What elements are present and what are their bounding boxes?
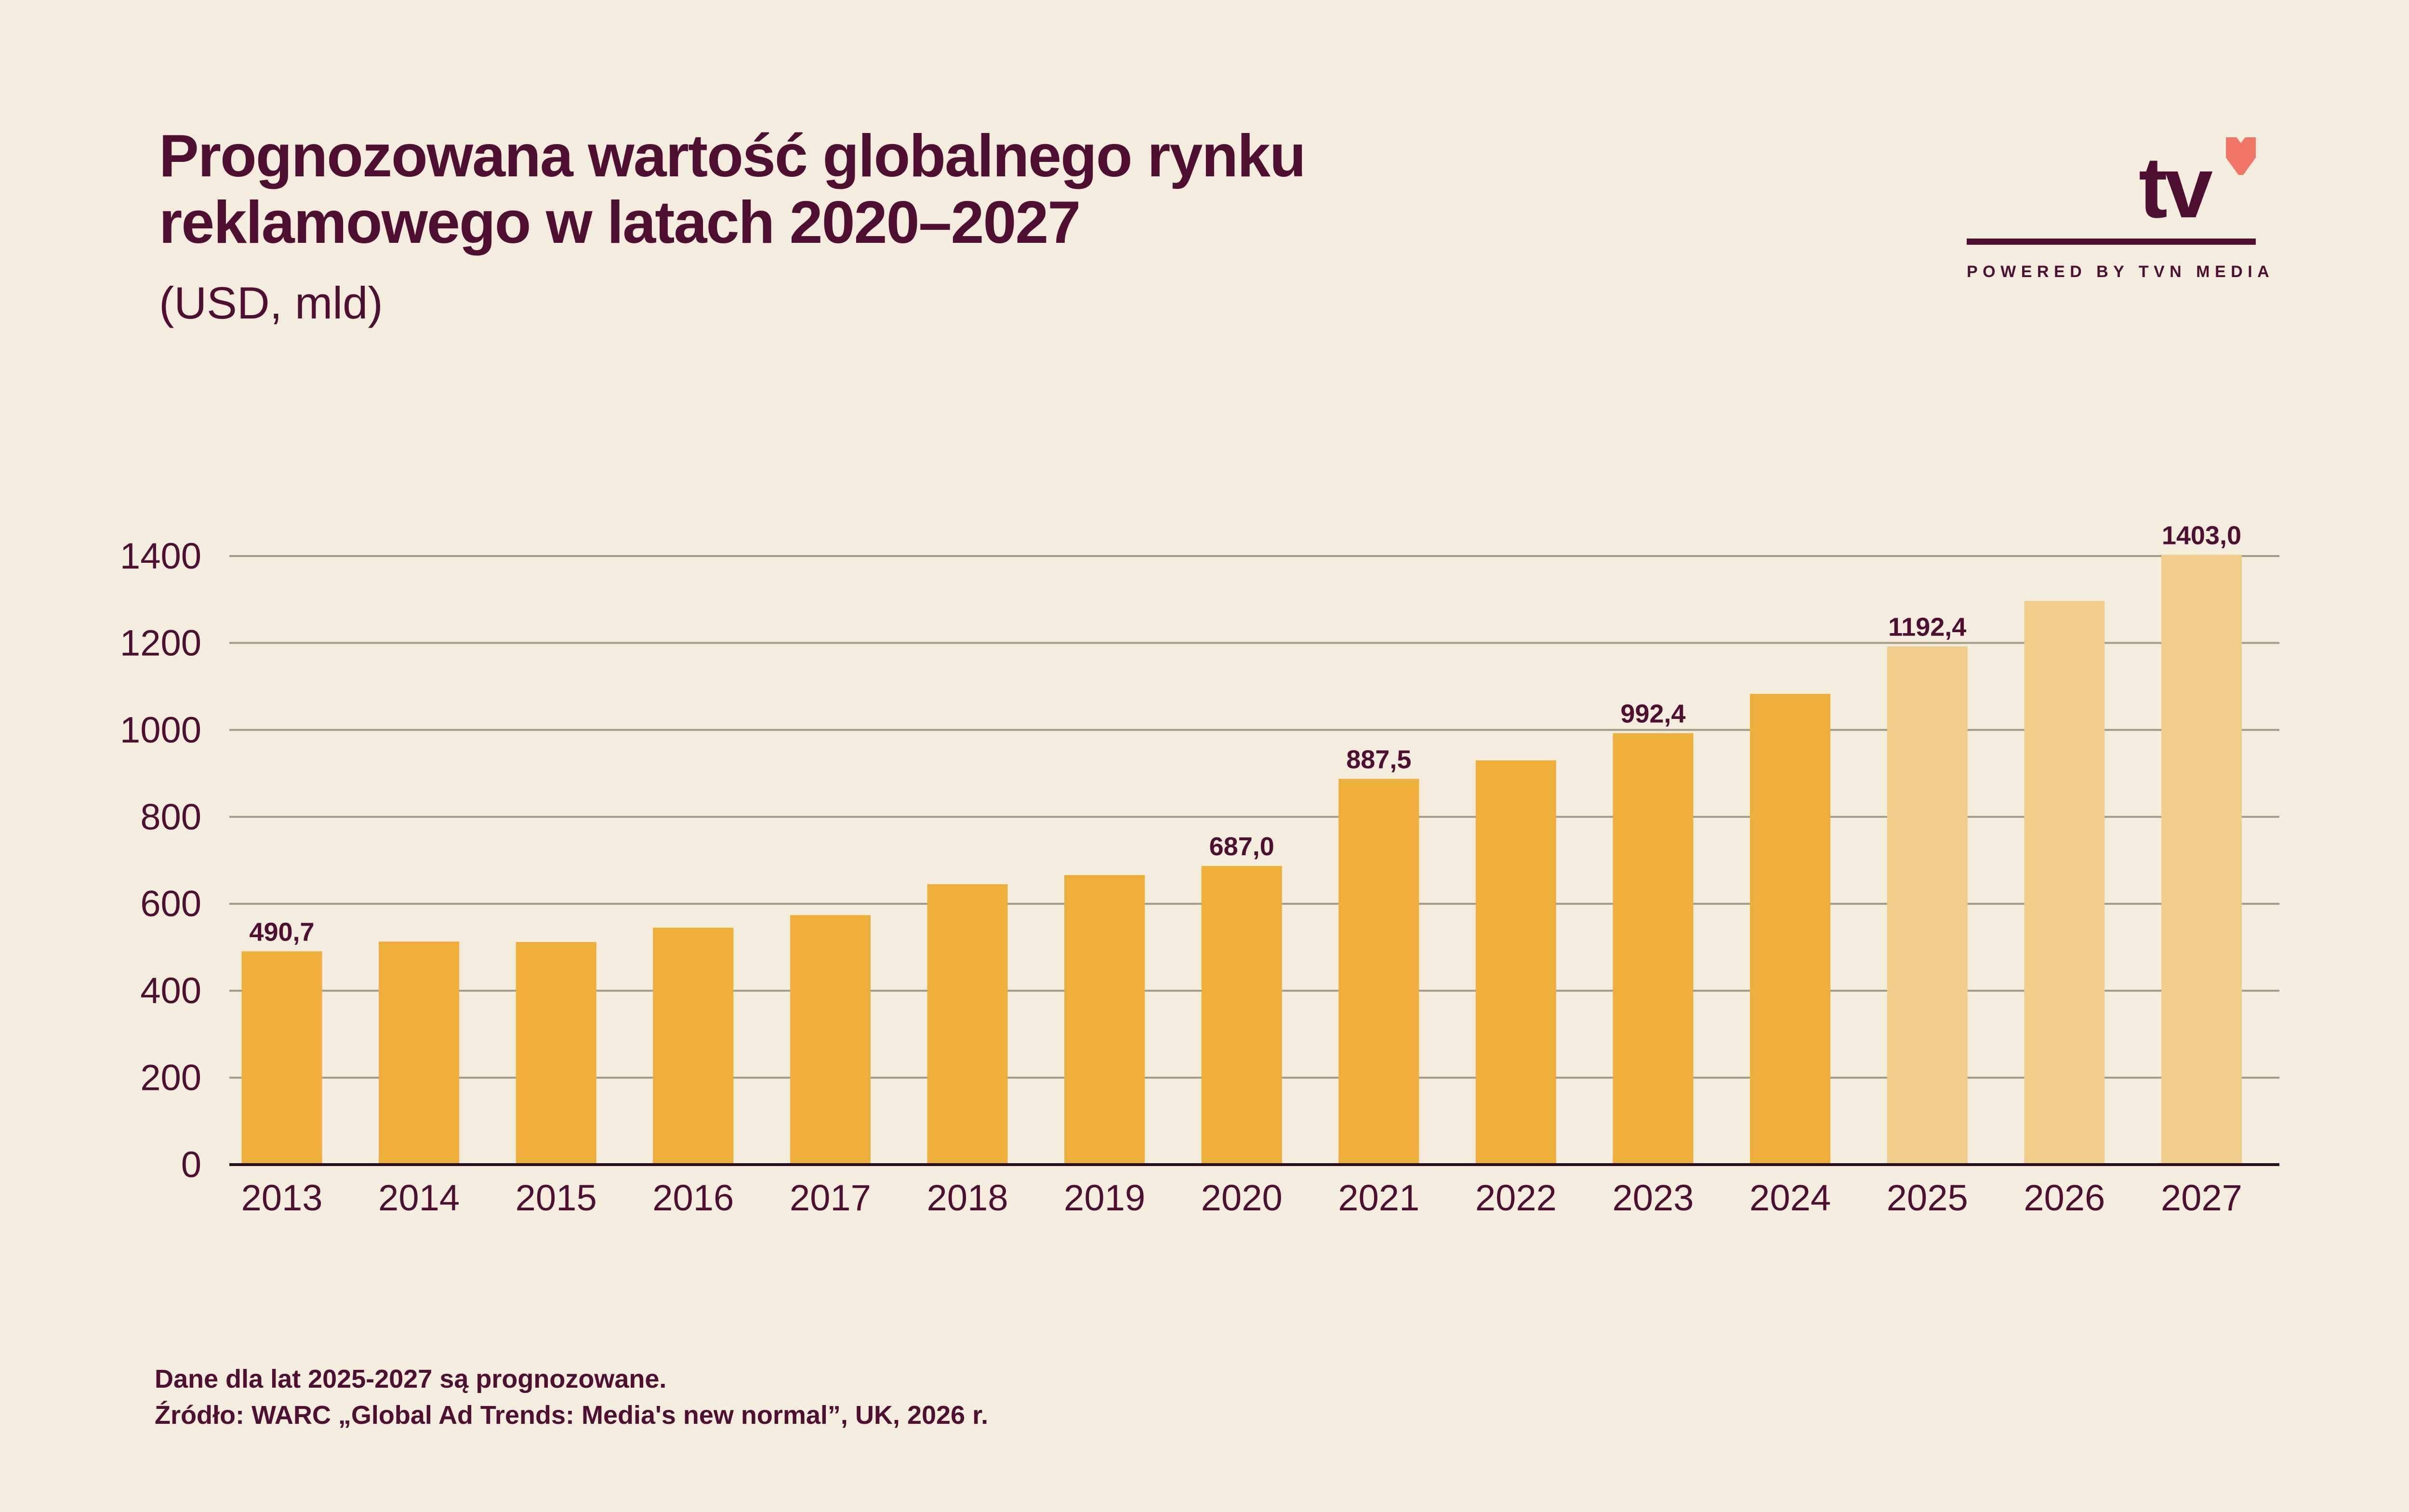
source-note: Źródło: WARC „Global Ad Trends: Media's … [155,1401,989,1430]
bar-2014 [379,942,460,1165]
x-tick-label: 2019 [1064,1178,1145,1219]
bar-2018 [927,884,1008,1165]
data-label: 1403,0 [2162,521,2241,550]
x-tick-label: 2021 [1338,1178,1419,1219]
bar-2019 [1064,875,1145,1165]
bar-2027 [2161,555,2242,1165]
y-tick-label: 400 [140,970,201,1011]
heart-icon [2226,137,2256,175]
x-tick-label: 2020 [1201,1178,1283,1219]
x-tick-label: 2024 [1749,1178,1831,1219]
x-tick-label: 2018 [927,1178,1008,1219]
bar-2024 [1750,693,1831,1165]
data-label: 887,5 [1346,745,1411,774]
data-label: 1192,4 [1888,612,1966,641]
x-tick-label: 2025 [1887,1178,1968,1219]
data-label: 687,0 [1209,832,1274,861]
data-label: 490,7 [249,917,314,946]
bar-2023 [1613,733,1694,1165]
tvn-logo: tv POWERED BY TVN MEDIA [1967,135,2275,289]
bar-2020 [1201,866,1282,1165]
y-tick-label: 1400 [120,536,201,577]
y-tick-label: 200 [140,1058,201,1099]
data-label: 992,4 [1620,700,1685,729]
bar-2015 [516,942,596,1165]
x-tick-label: 2014 [378,1178,460,1219]
forecast-note: Dane dla lat 2025-2027 są prognozowane. [155,1365,667,1393]
x-tick-label: 2013 [241,1178,322,1219]
bar-2016 [653,928,734,1165]
x-tick-label: 2016 [652,1178,734,1219]
y-tick-label: 600 [140,884,201,925]
bar-2013 [241,951,322,1165]
x-tick-label: 2027 [2161,1178,2242,1219]
title-line-2: reklamowego w latach 2020–2027 [159,189,1081,256]
x-tick-label: 2023 [1612,1178,1694,1219]
logo-text: tv [2138,139,2213,236]
bar-2026 [2024,600,2105,1165]
chart-subtitle: (USD, mld) [159,278,383,328]
x-tick-label: 2026 [2024,1178,2105,1219]
logo-divider [1967,239,2256,245]
y-tick-label: 800 [140,796,201,837]
y-tick-label: 0 [181,1144,201,1185]
bar-2021 [1338,779,1419,1165]
bar-2022 [1475,760,1556,1165]
x-tick-label: 2022 [1475,1178,1557,1219]
logo-powered-by: POWERED BY TVN MEDIA [1967,263,2275,281]
y-tick-label: 1000 [120,710,201,751]
bar-2017 [790,915,871,1165]
chart-title: Prognozowana wartość globalnego rynku rek… [159,123,1306,256]
bar-2025 [1887,646,1968,1165]
title-line-1: Prognozowana wartość globalnego rynku [159,123,1306,189]
x-tick-label: 2015 [516,1178,597,1219]
footer: Dane dla lat 2025-2027 są prognozowane. … [155,1361,988,1433]
x-tick-label: 2017 [790,1178,871,1219]
y-tick-label: 1200 [120,623,201,663]
